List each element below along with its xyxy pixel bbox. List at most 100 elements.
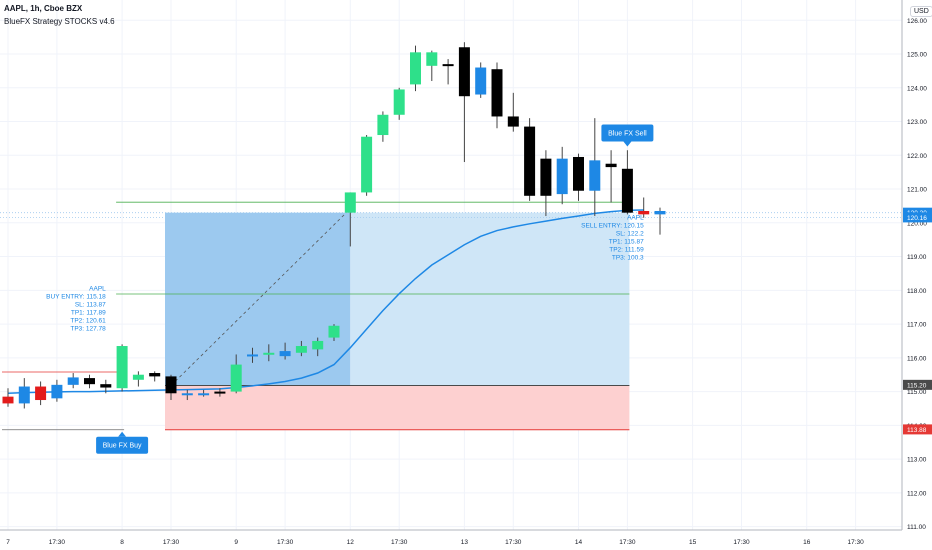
price-tag-text: 120.16 xyxy=(907,215,927,222)
candle xyxy=(214,388,226,397)
sell-annotation-text: AAPL xyxy=(627,214,644,221)
time-tick-label: 9 xyxy=(234,539,238,546)
candle xyxy=(556,146,568,205)
sell-annotation-text: TP2: 111.59 xyxy=(609,246,644,253)
candle-body xyxy=(426,52,438,66)
buy-annotation-text: SL: 113.87 xyxy=(75,301,106,308)
candle-body xyxy=(198,393,210,396)
candle xyxy=(67,373,79,389)
candle-body xyxy=(491,69,503,117)
time-tick-label: 16 xyxy=(803,539,811,546)
price-tick-label: 112.00 xyxy=(907,490,927,497)
candle xyxy=(116,344,128,392)
buy-annotation-text: BUY ENTRY: 115.18 xyxy=(46,293,106,300)
candle xyxy=(442,59,454,85)
candle xyxy=(377,111,389,142)
candle-body xyxy=(116,346,128,389)
candle-body xyxy=(507,116,519,127)
buy-annotation-text: AAPL xyxy=(89,285,106,292)
candle xyxy=(100,379,112,394)
time-tick-label: 14 xyxy=(575,539,583,546)
indicator-title: BlueFX Strategy STOCKS v4.6 xyxy=(4,17,115,26)
signal-pointer xyxy=(623,141,632,147)
candle xyxy=(589,118,601,217)
time-tick-label: 17:30 xyxy=(619,539,636,546)
price-tag-text: 113.88 xyxy=(907,427,927,434)
candle xyxy=(247,347,258,363)
candle-body xyxy=(638,210,650,215)
time-tick-label: 8 xyxy=(120,539,124,546)
candle xyxy=(361,135,373,196)
price-tick-label: 117.00 xyxy=(907,322,927,329)
price-tick-label: 124.00 xyxy=(907,85,927,92)
price-tick-label: 113.00 xyxy=(907,457,927,464)
candle-body xyxy=(393,89,405,115)
price-tick-label: 121.00 xyxy=(907,187,927,194)
candle xyxy=(312,337,324,357)
candle-body xyxy=(67,377,79,385)
candle xyxy=(149,371,161,382)
candle-body xyxy=(589,160,601,191)
candle xyxy=(84,374,95,389)
moving-average-line xyxy=(7,209,644,395)
candle-body xyxy=(475,67,487,95)
candle xyxy=(344,192,356,247)
candle-body xyxy=(377,114,389,136)
candle xyxy=(540,150,552,217)
candle-body xyxy=(344,192,356,213)
candle xyxy=(573,153,584,201)
candle xyxy=(475,62,487,98)
candle xyxy=(132,371,144,387)
candle-body xyxy=(51,384,63,399)
stop-loss-zone xyxy=(165,385,630,430)
time-tick-label: 17:30 xyxy=(49,539,66,546)
candle-body xyxy=(247,354,258,357)
time-tick-label: 17:30 xyxy=(391,539,408,546)
price-tag: 115.20 xyxy=(903,379,932,390)
candle xyxy=(230,354,242,394)
candle xyxy=(2,388,14,407)
time-tick-label: 17:30 xyxy=(733,539,750,546)
candle-body xyxy=(540,158,552,196)
candle xyxy=(654,207,666,235)
candle xyxy=(621,150,633,215)
target-zone-light xyxy=(350,212,630,386)
time-tick-label: 12 xyxy=(347,539,355,546)
price-tag-box xyxy=(903,379,932,390)
time-tick-label: 7 xyxy=(6,539,10,546)
price-tick-label: 111.00 xyxy=(907,524,926,531)
candle xyxy=(35,381,47,406)
candle xyxy=(328,324,340,341)
buy-signal-label: Blue FX Buy xyxy=(96,431,149,454)
price-tick-label: 123.00 xyxy=(907,119,927,126)
candle xyxy=(458,42,470,163)
candle-body xyxy=(410,52,421,85)
candle-body xyxy=(165,376,177,394)
time-tick-label: 17:30 xyxy=(847,539,864,546)
candle xyxy=(181,389,193,401)
candle-body xyxy=(458,47,470,97)
candle-body xyxy=(573,156,584,191)
sell-annotation-text: SL: 122.2 xyxy=(616,230,644,237)
candle-body xyxy=(328,325,340,338)
time-tick-label: 17:30 xyxy=(163,539,180,546)
price-tick-label: 118.00 xyxy=(907,288,927,295)
time-tick-label: 17:30 xyxy=(277,539,294,546)
candle-body xyxy=(556,158,568,195)
candle xyxy=(491,62,503,129)
currency-button[interactable]: USD xyxy=(910,6,932,17)
buy-annotation-text: TP2: 120.61 xyxy=(70,317,106,324)
candle xyxy=(295,340,307,357)
target-zone-dark xyxy=(165,212,351,386)
signal-text: Blue FX Buy xyxy=(103,443,142,450)
candle xyxy=(18,378,30,409)
price-tag: 113.88 xyxy=(903,424,932,435)
time-tick-label: 13 xyxy=(461,539,469,546)
trend-line-dashed xyxy=(170,212,347,386)
candle xyxy=(507,92,519,132)
candle xyxy=(426,50,438,82)
candle-body xyxy=(230,364,242,392)
price-tag: 120.16 xyxy=(903,212,932,223)
price-axis-background xyxy=(902,0,932,550)
